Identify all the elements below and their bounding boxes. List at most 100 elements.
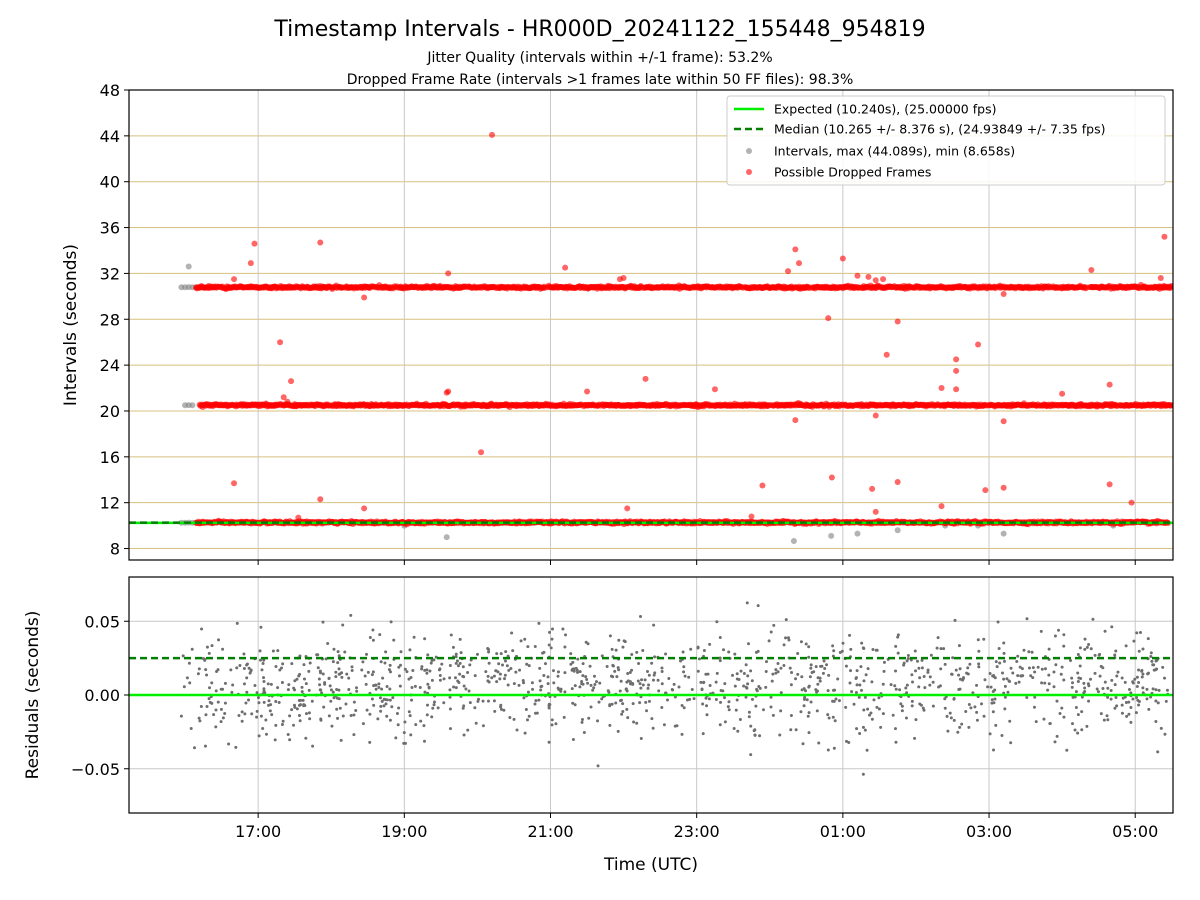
residual-point <box>231 683 235 687</box>
residual-point <box>718 723 722 727</box>
residual-point <box>455 659 459 663</box>
residual-point <box>490 676 494 680</box>
residual-point <box>210 681 214 685</box>
residual-point <box>988 732 992 736</box>
residual-point <box>407 710 411 714</box>
residual-point <box>531 687 535 691</box>
interval-point <box>185 263 192 270</box>
residual-point <box>371 670 375 674</box>
residual-point <box>337 697 341 701</box>
residual-point <box>1053 740 1057 744</box>
residual-point <box>982 637 986 641</box>
residual-point <box>587 716 591 720</box>
residual-point <box>864 673 868 677</box>
residual-point <box>318 688 322 692</box>
residual-point <box>914 669 918 673</box>
residual-point <box>755 687 759 691</box>
residual-point <box>292 723 296 727</box>
residual-point <box>1145 697 1149 701</box>
residual-point <box>1163 732 1167 736</box>
residual-point <box>900 709 904 713</box>
residual-point <box>425 713 429 717</box>
residual-point <box>860 688 864 692</box>
residual-point <box>920 666 924 670</box>
residual-point <box>310 699 314 703</box>
residual-point <box>385 685 389 689</box>
dropped-frame-outlier <box>883 351 890 358</box>
residual-point <box>745 686 749 690</box>
residual-point <box>1120 703 1124 707</box>
residual-point <box>290 662 294 666</box>
residual-point <box>1073 695 1077 699</box>
residual-point <box>223 681 227 685</box>
residual-point <box>665 698 669 702</box>
residual-point <box>1073 728 1077 732</box>
dropped-frame-outlier <box>759 482 766 489</box>
dropped-frame-point <box>1168 283 1173 290</box>
residual-point <box>854 676 858 680</box>
residual-point <box>722 696 726 700</box>
residual-point <box>384 650 388 654</box>
residual-point <box>727 708 731 712</box>
residual-point <box>329 699 333 703</box>
residual-point <box>442 677 446 681</box>
residual-point <box>917 666 921 670</box>
residual-point <box>547 702 551 706</box>
residual-point <box>238 663 242 667</box>
residual-point <box>696 669 700 673</box>
residual-point <box>928 683 932 687</box>
residual-point <box>958 667 962 671</box>
residual-point <box>410 698 414 702</box>
residual-point <box>966 666 970 670</box>
residual-point <box>752 729 756 733</box>
residual-point <box>1140 669 1144 673</box>
residual-point <box>526 690 530 694</box>
residual-point <box>995 665 999 669</box>
residual-point <box>262 687 266 691</box>
residual-point <box>801 742 805 746</box>
residual-point <box>454 661 458 665</box>
residual-point <box>809 700 813 704</box>
residual-point <box>259 714 263 718</box>
residual-point <box>578 685 582 689</box>
residual-point <box>638 682 642 686</box>
residual-point <box>948 711 952 715</box>
residual-point <box>334 675 338 679</box>
residual-point <box>324 657 328 661</box>
residual-point <box>426 653 430 657</box>
residual-point <box>304 712 308 716</box>
residual-point <box>1030 650 1034 654</box>
interval-point <box>189 402 196 409</box>
residual-point <box>530 681 534 685</box>
residual-point <box>1074 705 1078 709</box>
residual-point <box>327 676 331 680</box>
residual-point <box>205 705 209 709</box>
residual-point <box>913 736 917 740</box>
residual-point <box>498 677 502 681</box>
residual-point <box>258 649 262 653</box>
residual-point <box>1042 717 1046 721</box>
residual-point <box>425 703 429 707</box>
residual-point <box>1154 688 1158 692</box>
residual-point <box>1127 712 1131 716</box>
residual-point <box>242 652 246 656</box>
residual-point <box>499 707 503 711</box>
residual-point <box>403 720 407 724</box>
residual-point <box>671 688 675 692</box>
residual-point <box>352 700 356 704</box>
dropped-frame-outlier <box>1000 291 1007 298</box>
residual-point <box>855 727 859 731</box>
residual-point <box>867 713 871 717</box>
residual-point <box>645 669 649 673</box>
residual-point <box>961 676 965 680</box>
residual-point <box>244 701 248 705</box>
residual-point <box>454 686 458 690</box>
residual-point <box>250 712 254 716</box>
residual-point <box>298 654 302 658</box>
dropped-frame-outlier <box>872 277 879 284</box>
residual-point <box>403 741 407 745</box>
residual-point <box>610 702 614 706</box>
residual-point <box>894 687 898 691</box>
residual-point <box>204 668 208 672</box>
dropped-frame-outlier <box>1157 275 1164 281</box>
